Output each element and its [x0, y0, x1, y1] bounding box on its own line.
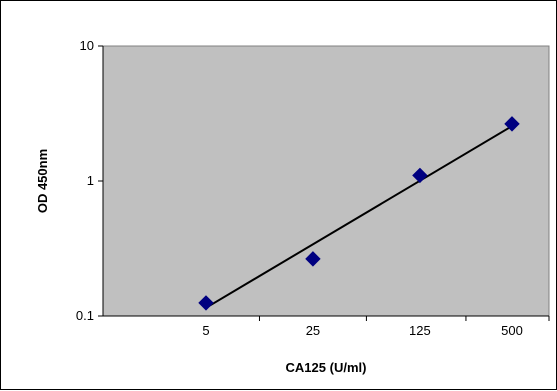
trendline-layer [205, 125, 513, 309]
x-tick-label: 500 [501, 323, 523, 338]
y-tick-label: 1 [87, 173, 94, 188]
data-point [504, 116, 520, 132]
y-tick-label: 0.1 [76, 308, 94, 323]
trendline [205, 125, 513, 309]
x-tick-label: 25 [306, 323, 320, 338]
y-axis-title: OD 450nm [35, 149, 50, 213]
data-point [305, 251, 321, 267]
x-tick-label: 5 [202, 323, 209, 338]
data-points [198, 116, 520, 311]
x-tick-label: 125 [409, 323, 431, 338]
data-point [412, 167, 428, 184]
plot-area [102, 45, 550, 317]
x-axis-ticks: 5 25 125 500 [202, 316, 550, 338]
y-tick-label: 10 [80, 38, 94, 53]
x-axis-title: CA125 (U/ml) [286, 360, 367, 375]
y-axis-ticks: 0.1 1 10 [76, 38, 103, 323]
data-point [198, 295, 214, 311]
